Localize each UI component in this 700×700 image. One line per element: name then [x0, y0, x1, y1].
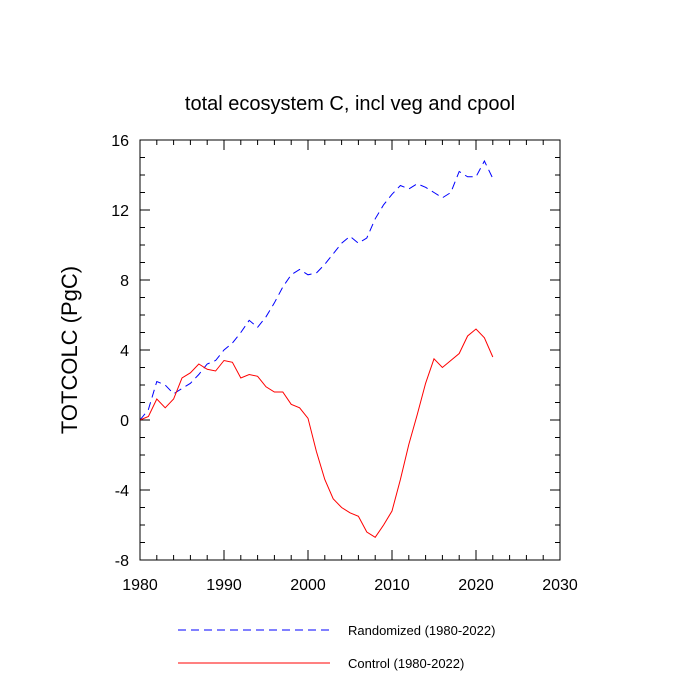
- series-lines: [139, 159, 494, 538]
- x-tick-label: 2010: [374, 577, 410, 594]
- x-tick-label: 2000: [290, 577, 326, 594]
- x-tick-label: 1990: [206, 577, 242, 594]
- series-line-randomized: [139, 159, 494, 421]
- y-tick-labels: -8 -4 0 4 8 12 16: [111, 133, 129, 570]
- y-axis-label: TOTCOLC (PgC): [57, 266, 82, 434]
- y-tick-label: 16: [111, 133, 129, 150]
- minor-ticks: [140, 140, 560, 560]
- x-tick-labels: 1980 1990 2000 2010 2020 2030: [122, 577, 578, 594]
- legend-label-randomized: Randomized (1980-2022): [348, 623, 495, 638]
- x-tick-label: 2020: [458, 577, 494, 594]
- y-tick-label: -4: [115, 483, 129, 500]
- y-tick-label: 12: [111, 203, 129, 220]
- chart-title: total ecosystem C, incl veg and cpool: [185, 93, 515, 115]
- y-tick-label: 8: [120, 273, 129, 290]
- plot-frame: [139, 139, 561, 561]
- y-tick-label: 4: [120, 343, 129, 360]
- x-tick-label: 2030: [542, 577, 578, 594]
- legend-label-control: Control (1980-2022): [348, 656, 464, 671]
- y-tick-label: -8: [115, 553, 129, 570]
- y-tick-label: 0: [120, 413, 129, 430]
- x-tick-label: 1980: [122, 577, 158, 594]
- series-line-control: [139, 328, 494, 538]
- legend: Randomized (1980-2022) Control (1980-2022…: [178, 623, 495, 671]
